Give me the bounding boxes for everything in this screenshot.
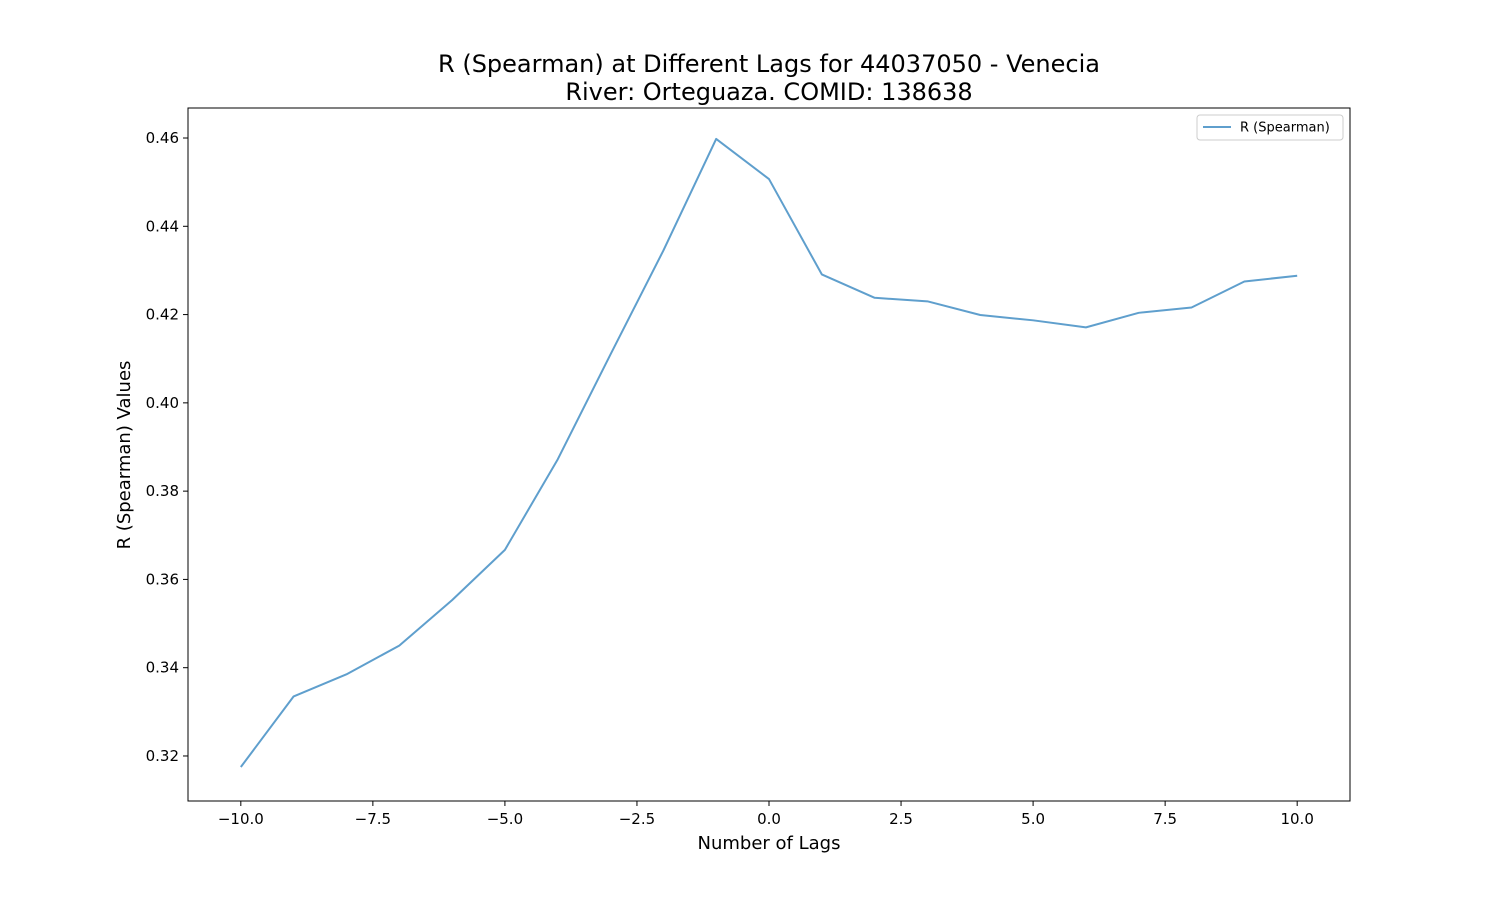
plot-area: −10.0 −7.5 −5.0 −2.5 0.0 2.5 5.0 7.5 10.0 0.32 0.3…: [146, 107, 1351, 828]
x-tick-label: −10.0: [218, 810, 264, 828]
x-tick-label: 0.0: [757, 810, 781, 828]
x-tick-label: 10.0: [1280, 810, 1313, 828]
y-tick-label: 0.46: [146, 129, 179, 147]
y-tick-label: 0.44: [146, 217, 179, 235]
x-axis-label: Number of Lags: [698, 833, 841, 854]
series-line-0: [240, 137, 1298, 768]
y-tick-label: 0.38: [146, 482, 179, 500]
y-axis-label: R (Spearman) Values: [114, 361, 135, 550]
legend: R (Spearman): [1196, 114, 1344, 141]
x-tick-label: 5.0: [1021, 810, 1045, 828]
chart-subtitle: River: Orteguaza. COMID: 138638: [565, 78, 972, 106]
x-tick-label: 7.5: [1153, 810, 1177, 828]
y-tick-label: 0.32: [146, 747, 179, 765]
chart-title: R (Spearman) at Different Lags for 44037…: [438, 50, 1100, 78]
y-tick-label: 0.36: [146, 570, 179, 588]
x-tick-label: 2.5: [889, 810, 913, 828]
x-tick-label: −5.0: [487, 810, 523, 828]
y-tick-label: 0.42: [146, 306, 179, 324]
legend-label: R (Spearman): [1240, 121, 1330, 136]
x-tick-label: −7.5: [355, 810, 391, 828]
x-tick-label: −2.5: [619, 810, 655, 828]
y-tick-label: 0.40: [146, 394, 179, 412]
legend-box: [1196, 114, 1344, 141]
y-tick-label: 0.34: [146, 659, 179, 677]
